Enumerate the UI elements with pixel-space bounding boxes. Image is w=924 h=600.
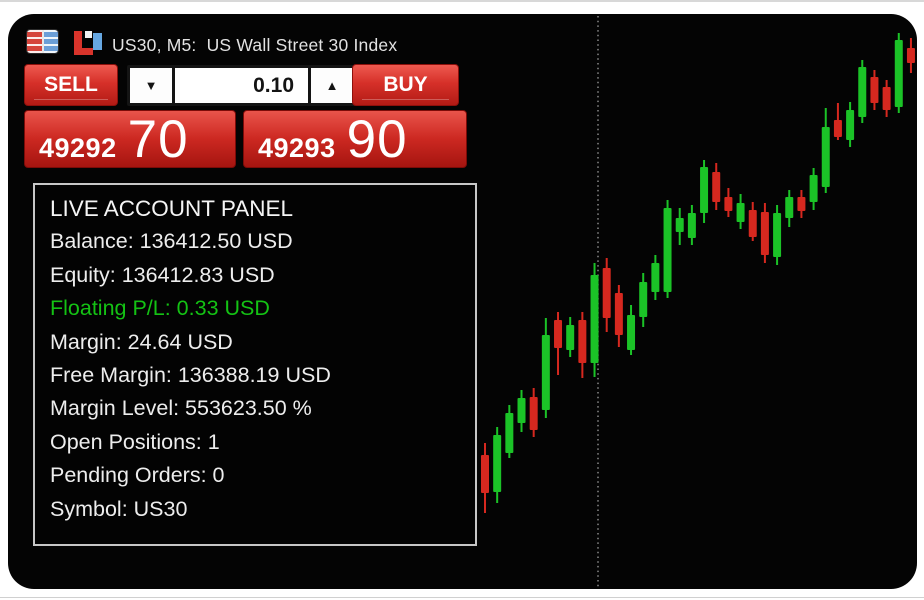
chart-icon-candle-blue	[93, 33, 102, 50]
candle-body	[493, 435, 502, 492]
candle-body	[724, 197, 733, 211]
ask-big-figure: 49293	[258, 133, 336, 163]
candle-body	[505, 413, 514, 453]
candle-body	[566, 325, 575, 350]
lot-size-stepper: ▼ 0.10 ▲	[127, 65, 356, 106]
candle-body	[614, 293, 623, 335]
candle-body	[639, 282, 648, 317]
candle-body	[833, 120, 842, 137]
candle-body	[541, 335, 550, 410]
candle-body	[858, 67, 867, 117]
market-watch-icon[interactable]	[26, 29, 59, 54]
balance-row: Balance: 136412.50 USD	[50, 229, 293, 254]
chart-icon-axis-horizontal	[74, 48, 93, 55]
candle-body	[748, 210, 757, 237]
market-watch-icon-left	[27, 30, 42, 53]
chart-type-icon[interactable]	[72, 28, 103, 55]
ask-price-panel[interactable]: 49293 90	[243, 110, 467, 168]
sell-button[interactable]: SELL	[24, 64, 118, 106]
candle-body	[627, 315, 636, 350]
candle-body	[590, 275, 599, 363]
candle-body	[870, 77, 879, 103]
candle-body	[894, 40, 903, 107]
candle-body	[773, 213, 782, 257]
candle-body	[687, 213, 696, 238]
floating-pl-row: Floating P/L: 0.33 USD	[50, 296, 270, 321]
candle-body	[554, 320, 563, 348]
triangle-up-icon: ▲	[325, 78, 339, 93]
pending-orders-row: Pending Orders: 0	[50, 463, 225, 488]
price-chart[interactable]	[8, 14, 917, 589]
margin-level-row: Margin Level: 553623.50 %	[50, 396, 312, 421]
candle-body	[797, 197, 806, 211]
candle-body	[846, 110, 855, 140]
open-positions-row: Open Positions: 1	[50, 429, 220, 454]
candle-body	[578, 320, 587, 363]
candle-body	[736, 203, 745, 222]
ask-points: 90	[346, 110, 408, 168]
buy-button[interactable]: BUY	[352, 64, 459, 106]
candle-body	[906, 48, 915, 63]
account-panel-title: LIVE ACCOUNT PANEL	[50, 196, 293, 221]
candle-body	[602, 268, 611, 318]
equity-row: Equity: 136412.83 USD	[50, 262, 275, 287]
candle-body	[529, 397, 538, 430]
candle-body	[700, 167, 709, 213]
lot-increase-button[interactable]: ▲	[308, 68, 353, 103]
candle-body	[675, 218, 684, 232]
bid-big-figure: 49292	[39, 133, 117, 163]
market-watch-icon-right	[41, 30, 58, 53]
symbol-title: US30, M5: US Wall Street 30 Index	[112, 35, 398, 55]
candle-body	[882, 87, 891, 110]
trading-widget-frame: US30, M5: US Wall Street 30 Index SELL ▼…	[8, 14, 917, 589]
candle-body	[663, 208, 672, 292]
candle-body	[760, 212, 769, 255]
candle-body	[821, 127, 830, 187]
candle-body	[651, 263, 660, 292]
candle-body	[809, 175, 818, 202]
bid-price-panel[interactable]: 49292 70	[24, 110, 236, 168]
candle-body	[785, 197, 794, 218]
free-margin-row: Free Margin: 136388.19 USD	[50, 363, 331, 388]
chart-icon-axis-vertical	[74, 31, 82, 55]
lot-decrease-button[interactable]: ▼	[130, 68, 175, 103]
live-account-panel: LIVE ACCOUNT PANEL Balance: 136412.50 US…	[33, 183, 477, 546]
candle-body	[517, 398, 526, 423]
candle-body	[712, 172, 721, 202]
candle-body	[481, 455, 489, 493]
bid-points: 70	[127, 110, 189, 168]
symbol-row: Symbol: US30	[50, 496, 188, 521]
chart-icon-candle-white	[85, 31, 92, 38]
lot-size-value[interactable]: 0.10	[253, 73, 294, 97]
margin-row: Margin: 24.64 USD	[50, 329, 233, 354]
triangle-down-icon: ▼	[144, 78, 158, 93]
